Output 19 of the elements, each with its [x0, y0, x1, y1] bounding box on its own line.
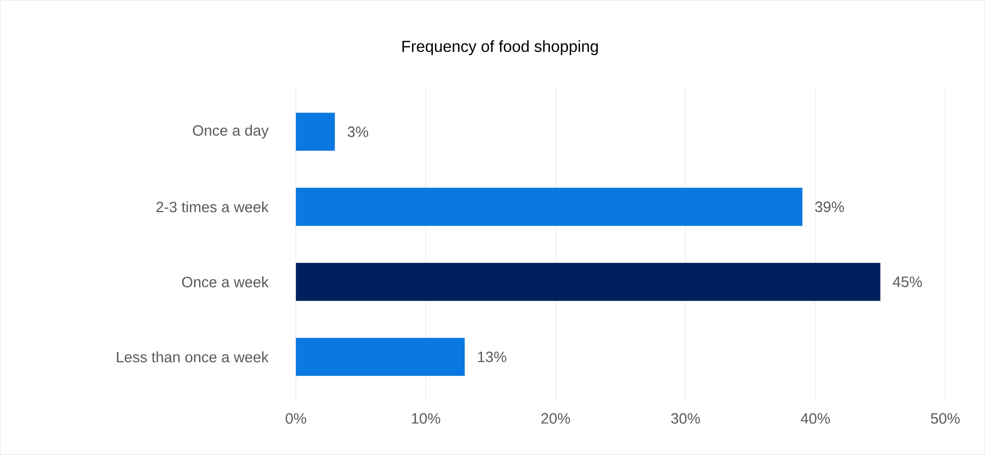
y-tick-label: Once a week — [182, 276, 269, 288]
x-tick-label: 50% — [930, 413, 960, 424]
y-tick-label: 2-3 times a week — [156, 201, 269, 212]
x-tick-label: 20% — [541, 413, 570, 424]
x-tick-label: 40% — [800, 413, 830, 424]
data-label: 45% — [892, 276, 922, 288]
x-tick-label: 30% — [671, 413, 700, 424]
bar — [296, 263, 880, 302]
bar — [296, 338, 465, 376]
y-tick-label: Less than once a week — [116, 352, 269, 363]
y-tick-label: Once a day — [192, 124, 269, 139]
data-label: 13% — [478, 352, 506, 362]
x-tick-label: 0% — [286, 413, 306, 424]
bar — [296, 188, 802, 226]
x-tick-label: 10% — [412, 413, 440, 424]
bar — [296, 112, 335, 151]
chart-title: Frequency of food shopping — [402, 40, 598, 56]
data-label: 39% — [815, 202, 844, 212]
data-label: 3% — [348, 126, 368, 138]
